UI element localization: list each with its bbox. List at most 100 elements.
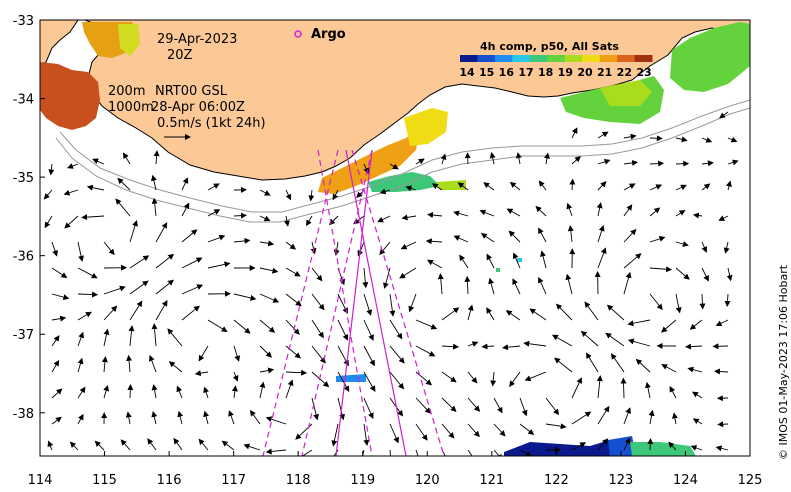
current-arrow: [627, 338, 651, 347]
colorbar-title: 4h comp, p50, All Sats: [480, 40, 619, 53]
current-arrow: [644, 381, 651, 399]
current-arrow: [337, 397, 345, 421]
current-arrow: [467, 341, 479, 347]
current-arrow: [259, 319, 276, 333]
current-arrow: [285, 293, 302, 307]
current-arrow: [363, 423, 370, 446]
current-arrow: [231, 385, 238, 399]
current-arrow: [181, 177, 189, 191]
current-vectors: [43, 111, 739, 456]
current-arrow: [519, 423, 535, 435]
current-arrow: [259, 215, 271, 222]
current-arrow: [259, 267, 279, 274]
current-arrow: [623, 253, 642, 269]
colorbar-swatch: [617, 55, 636, 62]
x-tick-label: 115: [92, 473, 117, 488]
x-tick-label: 123: [608, 473, 633, 488]
current-arrow: [723, 241, 730, 254]
current-arrow: [415, 158, 425, 165]
current-arrow: [233, 212, 247, 219]
current-arrow: [86, 184, 105, 191]
current-arrow: [389, 163, 399, 170]
current-arrow: [181, 284, 204, 295]
current-arrow: [51, 293, 70, 301]
current-arrow: [44, 215, 53, 229]
current-arrow: [243, 443, 261, 451]
current-arrow: [285, 379, 294, 399]
current-arrow: [675, 184, 687, 191]
current-arrow: [129, 220, 138, 243]
current-arrow: [692, 212, 703, 219]
current-arrow: [437, 273, 444, 295]
credit-text: © IMOS 01-May-2023 17:06 Hobart: [777, 264, 790, 460]
current-arrow: [580, 330, 599, 347]
current-arrow: [566, 202, 573, 217]
current-arrow: [415, 449, 419, 456]
current-arrow: [597, 181, 607, 191]
current-arrow: [389, 345, 405, 364]
current-arrow: [377, 215, 391, 223]
current-arrow: [554, 357, 573, 373]
current-arrow: [67, 163, 79, 169]
current-arrow: [311, 319, 324, 339]
current-arrow: [389, 423, 399, 444]
current-arrow: [207, 209, 221, 217]
current-arrow: [51, 267, 68, 279]
current-arrow: [311, 397, 319, 421]
current-arrow: [623, 204, 633, 217]
current-arrow: [77, 291, 99, 298]
product-label: NRT00 GSL: [155, 84, 228, 99]
current-arrow: [415, 319, 438, 330]
current-arrow: [173, 437, 183, 451]
current-arrow: [306, 215, 313, 227]
current-arrow: [283, 215, 290, 227]
current-arrow: [259, 381, 266, 399]
current-arrow: [701, 160, 714, 167]
current-arrow: [597, 405, 610, 425]
current-arrow: [81, 214, 105, 221]
colorbar-swatch: [494, 55, 513, 62]
x-tick-label: 116: [157, 473, 182, 488]
current-arrow: [125, 411, 132, 425]
current-arrow: [459, 254, 469, 269]
time-label: 20Z: [167, 48, 193, 63]
current-arrow: [431, 183, 443, 191]
current-arrow: [103, 384, 110, 399]
current-arrow: [597, 225, 605, 243]
current-arrow: [727, 136, 738, 143]
current-arrow: [488, 277, 495, 295]
current-arrow: [129, 280, 149, 295]
current-arrow: [233, 345, 241, 362]
current-arrow: [623, 183, 636, 191]
current-arrow: [481, 343, 495, 350]
y-tick-label: -37: [13, 328, 34, 343]
current-arrow: [259, 240, 275, 247]
current-arrow: [486, 253, 495, 269]
current-arrow: [713, 368, 729, 375]
current-arrow: [181, 202, 190, 217]
current-arrow: [363, 319, 374, 341]
current-arrow: [467, 304, 474, 321]
current-arrow: [479, 209, 495, 217]
current-arrow: [453, 210, 469, 217]
colorbar-label: 20: [577, 66, 593, 79]
current-arrow: [464, 152, 471, 165]
current-arrow: [117, 177, 131, 191]
contour-200-label: 200m: [108, 84, 145, 99]
current-arrow: [64, 215, 79, 229]
current-arrow: [647, 437, 654, 451]
current-arrow: [512, 252, 521, 269]
current-arrow: [597, 247, 607, 269]
colorbar-label: 23: [636, 66, 651, 79]
colorbar-label: 19: [558, 66, 573, 79]
current-arrow: [493, 397, 503, 414]
current-arrow: [719, 111, 729, 119]
current-arrow: [675, 241, 689, 247]
current-arrow: [151, 197, 158, 217]
current-arrow: [77, 311, 92, 321]
current-arrow: [441, 423, 455, 439]
current-arrow: [51, 335, 60, 347]
colorbar-label: 21: [597, 66, 612, 79]
current-arrow: [540, 250, 547, 269]
current-arrow: [389, 371, 405, 390]
